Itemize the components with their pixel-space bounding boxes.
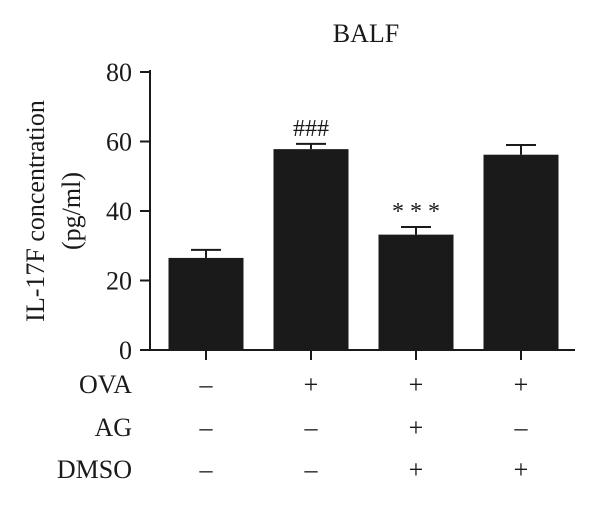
chart-title: BALF — [333, 19, 399, 48]
y-axis-label-line: IL-17F concentration — [21, 100, 50, 322]
bars — [168, 142, 559, 350]
treatment-cell: + — [409, 413, 424, 442]
y-tick-label: 40 — [106, 197, 132, 226]
treatment-cell: + — [409, 370, 424, 399]
treatment-cell: – — [199, 455, 214, 484]
bar — [378, 234, 454, 350]
treatment-cell: – — [304, 413, 319, 442]
treatment-cell: – — [199, 413, 214, 442]
treatment-cell: + — [514, 370, 529, 399]
significance-annotation: ### — [293, 116, 329, 142]
y-tick-label: 20 — [106, 267, 132, 296]
treatment-cell: + — [304, 370, 319, 399]
bar — [168, 257, 244, 350]
treatment-cell: – — [199, 370, 214, 399]
treatment-row-label: OVA — [79, 370, 132, 399]
bar — [273, 149, 349, 350]
bar — [483, 154, 559, 350]
y-axis-label-line: (pg/ml) — [57, 172, 86, 250]
y-tick-label: 80 — [106, 58, 132, 87]
treatment-cell: + — [514, 455, 529, 484]
treatment-row-label: DMSO — [57, 455, 132, 484]
y-tick-label: 60 — [106, 128, 132, 157]
y-tick-label: 0 — [119, 336, 132, 365]
treatment-cell: + — [409, 455, 424, 484]
treatment-cell: – — [304, 455, 319, 484]
labels: BALF IL-17F concentration (pg/ml) 0 20 40 60 80… — [21, 19, 529, 484]
treatment-row-label: AG — [94, 413, 132, 442]
significance-annotation: * * * — [392, 199, 440, 225]
treatment-cell: – — [514, 413, 529, 442]
